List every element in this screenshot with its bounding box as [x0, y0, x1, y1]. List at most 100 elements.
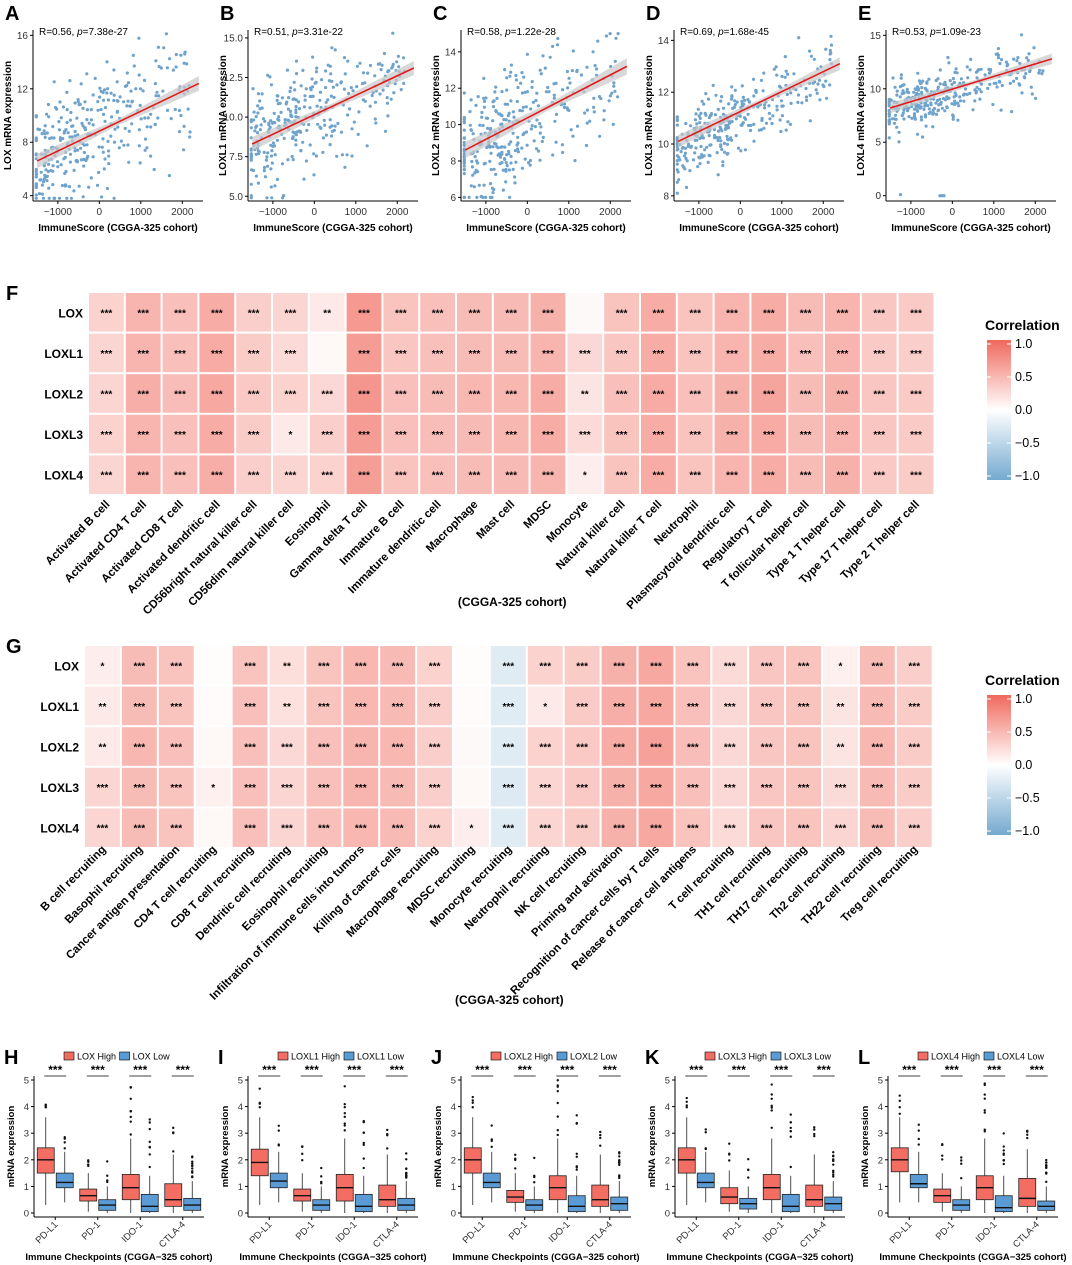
legend-swatch-low [556, 1051, 568, 1061]
scatter-point [87, 121, 91, 125]
scatter-point [349, 86, 353, 90]
heatmap-cell [751, 374, 787, 413]
scatter-point [1027, 52, 1031, 56]
scatter-point [565, 69, 570, 74]
scatter-point [96, 108, 100, 112]
outlier-point [386, 1128, 389, 1132]
scatter-point [906, 109, 910, 113]
significance-stars: *** [244, 743, 256, 754]
scatter-point [734, 117, 739, 121]
scatter-point [927, 107, 931, 111]
scatter-point [271, 120, 275, 125]
significance-stars: ** [837, 702, 845, 713]
y-tick-label: 3 [24, 1129, 29, 1140]
significance-stars: *** [392, 702, 404, 713]
panel-label: B [220, 3, 234, 25]
scatter-point [508, 195, 512, 199]
significance-stars: *** [576, 661, 588, 672]
scatter-point [971, 108, 975, 112]
scatter-point [675, 115, 679, 119]
scatter-point [55, 160, 60, 164]
significance-stars: *** [761, 783, 773, 794]
y-tick-label: 5 [238, 1076, 243, 1087]
scatter-point [397, 65, 401, 69]
scatter-point [501, 188, 505, 192]
scatter-point [612, 81, 616, 85]
boxplot-panel-l: L LOXL4 High LOXL4 Low012345***PD-L1***PD-… [858, 1047, 1067, 1263]
scatter-point [86, 154, 90, 158]
scatter-point [891, 76, 895, 80]
scatter-point [698, 116, 702, 120]
scatter-point [739, 149, 743, 153]
outlier-point [490, 1124, 493, 1127]
scatter-point [333, 48, 337, 52]
scatter-point [778, 118, 782, 122]
outlier-point [1002, 1162, 1005, 1166]
outlier-point [983, 1111, 986, 1114]
outlier-point [106, 1160, 109, 1163]
scatter-point [735, 100, 739, 104]
scatter-point [532, 139, 536, 143]
scatter-point [503, 157, 507, 161]
box-high [591, 1184, 610, 1207]
panel-label: E [858, 3, 871, 25]
scatter-point [540, 139, 544, 144]
heatmap-cell [162, 374, 198, 413]
scatter-point [342, 87, 346, 91]
y-tick-label: 2 [665, 1155, 670, 1166]
scatter-point [562, 105, 567, 109]
scatter-point [488, 145, 492, 149]
scatter-point [350, 127, 354, 131]
scatter-point [796, 93, 801, 97]
scatter-point [936, 108, 941, 112]
scatter-point [915, 85, 920, 89]
scatter-point [956, 118, 960, 122]
scatter-point [99, 107, 103, 112]
scatter-point [565, 106, 569, 110]
scatter-point [742, 98, 747, 102]
y-tick-label: 0 [875, 191, 881, 202]
column-label: Regulatory T cell [701, 499, 775, 573]
significance-stars: *** [837, 308, 849, 319]
scatter-point [907, 106, 911, 110]
scatter-point [895, 125, 899, 129]
scatter-point [966, 76, 970, 80]
scatter-point [829, 34, 833, 38]
scatter-point [912, 90, 916, 94]
heatmap-cell [195, 646, 231, 685]
outlier-point [618, 1159, 621, 1162]
scatter-point [309, 86, 313, 90]
significance-stars: ** [837, 743, 845, 754]
scatter-point [473, 155, 477, 159]
panel-label: G [6, 636, 22, 658]
scatter-point [927, 77, 931, 81]
scatter-point [887, 100, 891, 104]
significance-stars: *** [687, 743, 699, 754]
heatmap-cell [896, 767, 932, 807]
significance-stars: *** [244, 702, 256, 713]
scatter-point [256, 92, 260, 96]
scatter-point [60, 183, 64, 188]
y-tick-label: 4 [878, 1102, 883, 1113]
scatter-point [168, 57, 172, 61]
significance-stars: *** [174, 390, 186, 401]
scatter-point [51, 183, 55, 187]
scatter-point [685, 159, 689, 163]
significance-stars: *** [616, 349, 628, 360]
scatter-point [484, 195, 488, 199]
scatter-point [314, 70, 319, 74]
heatmap-cell [121, 767, 157, 807]
significance-stars: *** [281, 783, 293, 794]
legend-label-low: LOX Low [133, 1052, 171, 1062]
significance-stars: *** [910, 308, 922, 319]
scatter-point [998, 61, 1002, 66]
heatmap-cell [236, 333, 271, 373]
scatter-point [583, 111, 587, 115]
correlation-stat: R=0.56, p=7.38e-27 [39, 27, 128, 38]
heatmap-cell [823, 808, 858, 847]
scatter-point [363, 81, 367, 85]
scatter-point [106, 139, 110, 143]
outlier-point [320, 1175, 323, 1178]
box-low [994, 1195, 1013, 1213]
